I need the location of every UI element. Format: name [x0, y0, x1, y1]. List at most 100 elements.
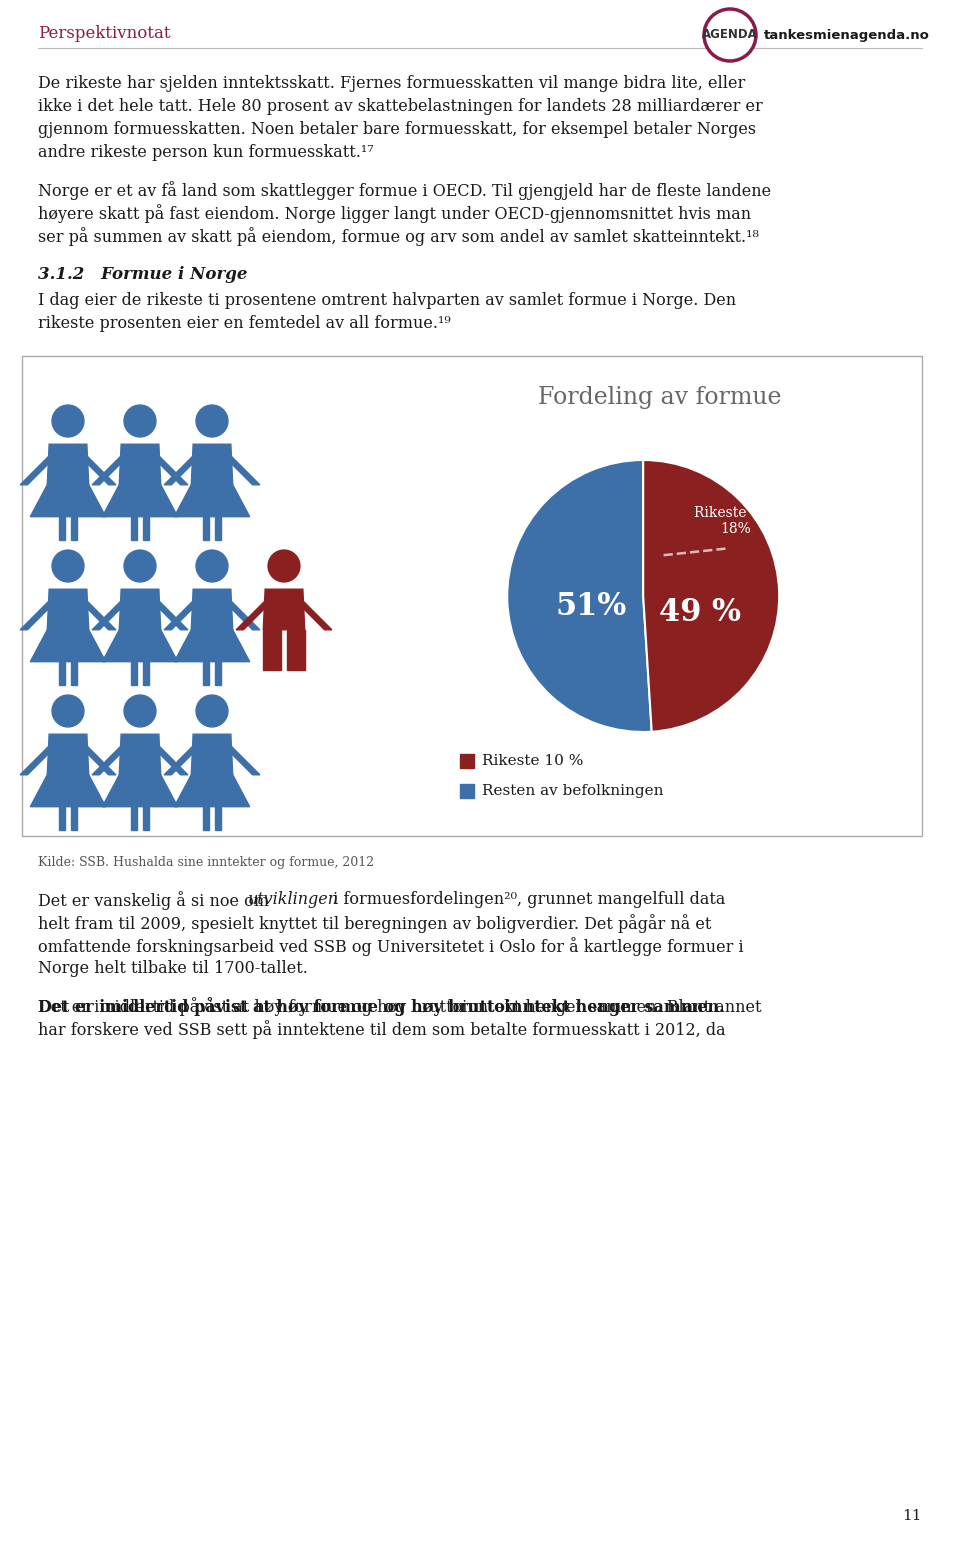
Text: Det er imidlertid påvist at høy formue og høy bruttoinntekt henger sammen.: Det er imidlertid påvist at høy formue o… — [38, 997, 725, 1016]
Text: helt fram til 2009, spesielt knyttet til beregningen av boligverdier. Det pågår : helt fram til 2009, spesielt knyttet til… — [38, 915, 711, 933]
Polygon shape — [287, 631, 304, 671]
Polygon shape — [71, 517, 77, 540]
Text: 11: 11 — [902, 1510, 922, 1523]
Polygon shape — [204, 662, 209, 685]
Polygon shape — [47, 735, 88, 775]
Wedge shape — [643, 460, 780, 731]
Text: ikke i det hele tatt. Hele 80 prosent av skattebelastningen for landets 28 milli: ikke i det hele tatt. Hele 80 prosent av… — [38, 98, 763, 115]
Bar — [460, 755, 474, 769]
Polygon shape — [204, 806, 209, 829]
Text: utviklingen: utviklingen — [248, 891, 339, 909]
Polygon shape — [80, 455, 116, 485]
Polygon shape — [236, 601, 273, 631]
Polygon shape — [60, 517, 65, 540]
Polygon shape — [143, 517, 149, 540]
Text: Norge er et av få land som skattlegger formue i OECD. Til gjengjeld har de flest: Norge er et av få land som skattlegger f… — [38, 182, 771, 200]
Text: tankesmienagenda.no: tankesmienagenda.no — [764, 28, 930, 42]
Text: De rikeste har sjelden inntektsskatt. Fjernes formuesskatten vil mange bidra lit: De rikeste har sjelden inntektsskatt. Fj… — [38, 75, 745, 92]
Text: i formuesfordelingen²⁰, grunnet mangelfull data: i formuesfordelingen²⁰, grunnet mangelfu… — [327, 891, 725, 909]
Text: Kilde: SSB. Hushalda sine inntekter og formue, 2012: Kilde: SSB. Hushalda sine inntekter og f… — [38, 856, 374, 870]
Polygon shape — [71, 662, 77, 685]
Polygon shape — [92, 745, 129, 775]
Circle shape — [268, 550, 300, 582]
Circle shape — [704, 9, 756, 61]
Text: Det er imidlertid påvist at høy formue og høy bruttoinntekt henger sammen. Blant: Det er imidlertid påvist at høy formue o… — [38, 997, 761, 1016]
Text: omfattende forskningsarbeid ved SSB og Universitetet i Oslo for å kartlegge form: omfattende forskningsarbeid ved SSB og U… — [38, 936, 744, 957]
Polygon shape — [175, 485, 250, 517]
Text: Resten av befolkningen: Resten av befolkningen — [482, 784, 663, 798]
Polygon shape — [191, 444, 232, 485]
FancyBboxPatch shape — [22, 356, 922, 836]
Text: 49 %: 49 % — [660, 596, 741, 627]
Polygon shape — [191, 735, 232, 775]
Polygon shape — [215, 806, 221, 829]
Text: Rikeste 10 %: Rikeste 10 % — [482, 755, 584, 769]
Circle shape — [124, 405, 156, 436]
Text: rikeste prosenten eier en femtedel av all formue.¹⁹: rikeste prosenten eier en femtedel av al… — [38, 315, 451, 332]
Polygon shape — [132, 517, 137, 540]
Circle shape — [124, 696, 156, 727]
Polygon shape — [80, 745, 116, 775]
Polygon shape — [191, 589, 232, 631]
Text: Det er vanskelig å si noe om: Det er vanskelig å si noe om — [38, 891, 275, 910]
Polygon shape — [204, 517, 209, 540]
Bar — [460, 784, 474, 798]
Polygon shape — [143, 806, 149, 829]
Polygon shape — [119, 444, 160, 485]
Circle shape — [196, 550, 228, 582]
Text: Norge helt tilbake til 1700-tallet.: Norge helt tilbake til 1700-tallet. — [38, 960, 308, 977]
Text: I dag eier de rikeste ti prosentene omtrent halvparten av samlet formue i Norge.: I dag eier de rikeste ti prosentene omtr… — [38, 292, 736, 309]
Text: andre rikeste person kun formuesskatt.¹⁷: andre rikeste person kun formuesskatt.¹⁷ — [38, 144, 373, 162]
Polygon shape — [263, 589, 304, 631]
Text: ser på summen av skatt på eiendom, formue og arv som andel av samlet skatteinnte: ser på summen av skatt på eiendom, formu… — [38, 227, 758, 245]
Polygon shape — [119, 735, 160, 775]
Polygon shape — [263, 631, 281, 671]
Polygon shape — [20, 455, 57, 485]
Polygon shape — [175, 775, 250, 806]
Polygon shape — [175, 631, 250, 662]
Polygon shape — [92, 601, 129, 631]
Text: har forskere ved SSB sett på inntektene til dem som betalte formuesskatt i 2012,: har forskere ved SSB sett på inntektene … — [38, 1020, 726, 1039]
Polygon shape — [103, 485, 178, 517]
Polygon shape — [132, 662, 137, 685]
Polygon shape — [20, 745, 57, 775]
Polygon shape — [132, 806, 137, 829]
Polygon shape — [47, 444, 88, 485]
Polygon shape — [31, 631, 106, 662]
Polygon shape — [31, 775, 106, 806]
Polygon shape — [224, 455, 260, 485]
Text: 51%: 51% — [556, 592, 627, 623]
Polygon shape — [164, 455, 201, 485]
Polygon shape — [20, 601, 57, 631]
Polygon shape — [296, 601, 332, 631]
Polygon shape — [103, 775, 178, 806]
Polygon shape — [215, 517, 221, 540]
Circle shape — [52, 550, 84, 582]
Polygon shape — [103, 631, 178, 662]
Circle shape — [52, 696, 84, 727]
Circle shape — [196, 696, 228, 727]
Polygon shape — [152, 745, 188, 775]
Polygon shape — [92, 455, 129, 485]
Polygon shape — [47, 589, 88, 631]
Polygon shape — [71, 806, 77, 829]
Polygon shape — [143, 662, 149, 685]
Text: høyere skatt på fast eiendom. Norge ligger langt under OECD-gjennomsnittet hvis : høyere skatt på fast eiendom. Norge ligg… — [38, 203, 751, 224]
Polygon shape — [80, 601, 116, 631]
Polygon shape — [60, 662, 65, 685]
Text: Fordeling av formue: Fordeling av formue — [539, 387, 781, 408]
Text: AGENDA: AGENDA — [702, 28, 757, 42]
Wedge shape — [507, 460, 652, 731]
Polygon shape — [164, 601, 201, 631]
Text: 3.1.2  Formue i Norge: 3.1.2 Formue i Norge — [38, 266, 248, 283]
Polygon shape — [152, 601, 188, 631]
Polygon shape — [224, 745, 260, 775]
Circle shape — [196, 405, 228, 436]
Polygon shape — [224, 601, 260, 631]
Circle shape — [52, 405, 84, 436]
Polygon shape — [31, 485, 106, 517]
Text: Rikeste 1%:
18%: Rikeste 1%: 18% — [694, 506, 778, 536]
Polygon shape — [119, 589, 160, 631]
Polygon shape — [152, 455, 188, 485]
Text: Perspektivnotat: Perspektivnotat — [38, 25, 171, 42]
